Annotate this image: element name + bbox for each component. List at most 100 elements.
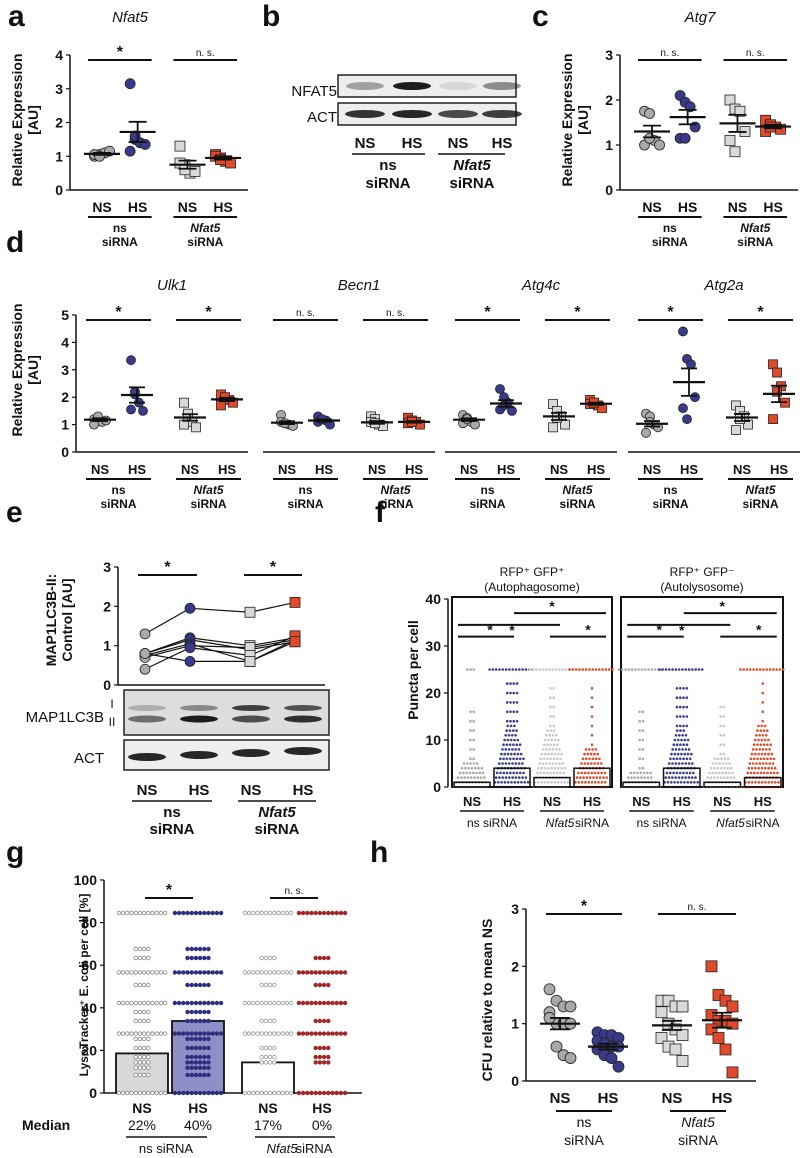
data-point <box>514 668 518 671</box>
data-point <box>185 1000 190 1006</box>
data-point <box>624 668 627 671</box>
data-point <box>193 1031 199 1036</box>
data-point <box>757 724 760 728</box>
x-tick-label: NS <box>132 1100 151 1116</box>
data-point <box>591 748 594 751</box>
x-tick-label: HS <box>587 462 605 477</box>
x-tick-label: HS <box>770 462 788 477</box>
data-point <box>675 743 679 746</box>
data-point <box>772 757 776 761</box>
data-point <box>681 762 684 765</box>
data-point <box>133 946 138 952</box>
data-point <box>141 1065 147 1070</box>
data-point <box>724 135 736 146</box>
data-point <box>326 1054 331 1060</box>
data-point <box>638 729 641 732</box>
data-point <box>317 1090 323 1096</box>
data-point <box>716 766 720 770</box>
data-point <box>684 776 687 779</box>
data-point <box>546 743 549 746</box>
blot-band <box>393 82 431 90</box>
data-point <box>592 776 595 779</box>
data-point <box>154 1000 159 1006</box>
data-point <box>288 970 294 975</box>
data-point <box>284 1090 290 1096</box>
panel-letter-e: e <box>6 496 23 529</box>
data-point <box>547 781 550 784</box>
data-point <box>342 970 348 975</box>
data-point <box>724 94 736 106</box>
data-point <box>590 771 593 775</box>
data-point <box>267 1060 273 1065</box>
data-point <box>682 705 685 709</box>
data-point <box>267 1054 273 1060</box>
data-point <box>309 910 314 916</box>
x-tick-label: NS <box>92 199 111 215</box>
data-point <box>197 1045 203 1051</box>
data-point <box>276 970 281 975</box>
data-point <box>681 776 684 779</box>
data-point <box>555 771 559 775</box>
data-point <box>750 781 754 784</box>
data-point <box>587 781 590 784</box>
data-point <box>755 734 758 737</box>
data-point <box>141 970 147 975</box>
data-point <box>465 771 468 775</box>
data-point <box>206 1090 211 1096</box>
data-point <box>761 748 765 751</box>
median-bar <box>622 781 661 788</box>
data-point <box>588 757 591 761</box>
data-point <box>305 910 310 916</box>
data-point <box>146 955 151 961</box>
data-point <box>300 910 306 916</box>
y-axis-label: Puncta per cell <box>405 620 421 720</box>
x-tick-label: HS <box>218 462 236 477</box>
data-point <box>317 1018 323 1024</box>
data-point <box>259 982 264 988</box>
data-point <box>713 757 717 761</box>
group-label: siRNA <box>102 235 138 249</box>
data-point <box>579 776 582 779</box>
data-point <box>719 734 722 737</box>
data-point <box>469 710 472 714</box>
data-point <box>267 982 273 988</box>
data-point <box>189 946 194 952</box>
data-point <box>543 983 556 996</box>
data-point <box>673 738 677 742</box>
data-point <box>540 752 544 756</box>
data-point <box>549 705 552 709</box>
data-point <box>193 1054 199 1060</box>
data-point <box>139 628 151 640</box>
data-point <box>189 1000 194 1006</box>
data-point <box>202 955 207 961</box>
data-point <box>546 729 549 732</box>
data-point <box>150 910 155 916</box>
data-point <box>300 1031 306 1036</box>
data-point <box>766 757 769 761</box>
x-tick-label: NS <box>728 199 747 215</box>
data-point <box>255 910 260 916</box>
data-point <box>494 668 498 671</box>
data-point <box>676 1055 689 1067</box>
data-point <box>509 724 513 728</box>
data-point <box>673 781 676 784</box>
data-point <box>272 970 277 975</box>
data-point <box>684 748 688 751</box>
data-point <box>607 668 611 671</box>
data-point <box>179 397 189 408</box>
group-label: siRNA <box>449 175 494 192</box>
paired-line <box>144 641 296 663</box>
data-point <box>280 1000 285 1006</box>
significance-star: * <box>756 622 762 638</box>
y-tick-label: 3 <box>55 81 63 97</box>
data-point <box>764 781 767 784</box>
data-point <box>338 910 344 916</box>
paired-line <box>144 637 296 655</box>
data-point <box>473 776 476 779</box>
data-point <box>682 414 692 425</box>
data-point <box>469 738 472 742</box>
data-point <box>272 1031 277 1036</box>
data-point <box>498 668 501 671</box>
data-point <box>189 1072 194 1078</box>
data-point <box>326 1060 331 1065</box>
